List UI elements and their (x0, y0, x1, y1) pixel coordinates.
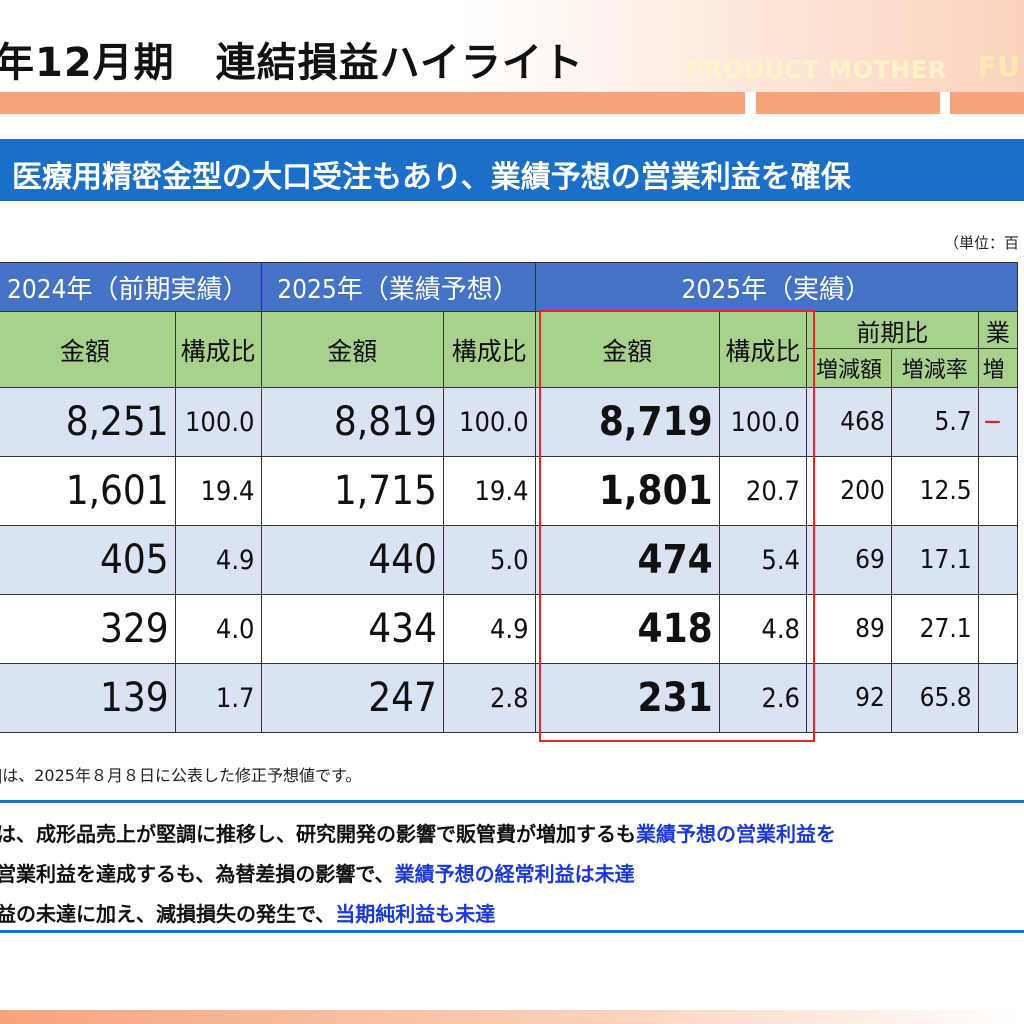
cell-actual-amount: 418 (534, 594, 720, 664)
actual-highlight-box (539, 310, 815, 742)
divider-top (0, 800, 1024, 803)
cell-forecast-change (977, 663, 1019, 733)
col-ratio-actual: 構成比 (718, 311, 808, 388)
cell-forecast-amount: 440 (260, 525, 444, 595)
cell-actual-ratio: 100.0 (718, 387, 808, 457)
summary-line-1: は、成形品売上が堅調に推移し、研究開発の影響で販管費が増加するも業績予想の営業利… (0, 818, 836, 847)
cell-change-amount: 200 (806, 456, 892, 526)
period-header-row: 2024年（前期実績） 2025年（業績予想） 2025年（実績） (0, 262, 1019, 312)
cell-change-amount: 69 (806, 525, 892, 595)
cell-forecast-amount: 8,819 (260, 387, 444, 457)
cell-actual-amount: 1,801 (534, 456, 720, 526)
cell-prev-amount: 8,251 (0, 387, 176, 457)
cell-forecast-change (977, 525, 1019, 595)
brand-tagline-cut: FU (978, 50, 1020, 83)
cell-forecast-change (977, 594, 1019, 664)
cell-forecast-amount: 434 (260, 594, 444, 664)
cell-forecast-change (977, 456, 1019, 526)
cell-prev-ratio: 19.4 (174, 456, 262, 526)
col-ratio-prev: 構成比 (174, 311, 262, 388)
summary-text: 益の未達に加え、減損損失の発生で、 (0, 902, 336, 926)
summary-line-2: 営業利益を達成するも、為替差損の影響で、業績予想の経常利益は未達 (0, 858, 635, 887)
cell-prev-ratio: 4.9 (174, 525, 262, 595)
cell-forecast-ratio: 4.9 (442, 594, 536, 664)
cell-prev-ratio: 4.0 (174, 594, 262, 664)
col-amount-prev: 金額 (0, 311, 176, 388)
cell-prev-amount: 405 (0, 525, 176, 595)
cell-prev-amount: 329 (0, 594, 176, 664)
sub-header-row: 金額 構成比 金額 構成比 金額 構成比 前期比 業 (0, 311, 1019, 388)
headline-banner (0, 139, 1024, 201)
cell-change-rate: 12.5 (890, 456, 979, 526)
cell-forecast-ratio: 100.0 (442, 387, 536, 457)
cell-actual-amount: 474 (534, 525, 720, 595)
cell-actual-ratio: 2.6 (718, 663, 808, 733)
footer-accent-strip (0, 1010, 1024, 1024)
cell-change-rate: 27.1 (890, 594, 979, 664)
cell-actual-ratio: 20.7 (718, 456, 808, 526)
col-forecast-change: 増 (977, 348, 1019, 388)
divider-bottom (0, 930, 1024, 933)
financial-table: 2024年（前期実績） 2025年（業績予想） 2025年（実績） 金額 構成比… (0, 262, 1019, 733)
summary-highlight: 当期純利益も未達 (335, 902, 496, 926)
table-row: 1,601 19.4 1,715 19.4 1,801 20.7 200 12.… (0, 456, 1019, 526)
col-amount-actual: 金額 (534, 311, 720, 388)
summary-line-3: 益の未達に加え、減損損失の発生で、当期純利益も未達 (0, 898, 495, 927)
cell-prev-ratio: 1.7 (174, 663, 262, 733)
cell-actual-amount: 231 (534, 663, 720, 733)
cell-change-amount: 89 (806, 594, 892, 664)
unit-label: （単位：百 (944, 234, 1020, 252)
cell-change-rate: 65.8 (890, 663, 979, 733)
cell-change-amount: 92 (806, 663, 892, 733)
table-row: 139 1.7 247 2.8 231 2.6 92 65.8 (0, 663, 1019, 733)
summary-text: 営業利益を達成するも、為替差損の影響で、 (0, 862, 395, 886)
brand-tagline: PRODUCT MOTHER (686, 56, 947, 84)
period-header-forecast: 2025年（業績予想） (260, 262, 536, 312)
cell-prev-amount: 1,601 (0, 456, 176, 526)
headline-text: 医療用精密金型の大口受注もあり、業績予想の営業利益を確保 (12, 160, 851, 195)
cell-forecast-ratio: 2.8 (442, 663, 536, 733)
cell-forecast-ratio: 19.4 (442, 456, 536, 526)
header-orange-bar (0, 92, 745, 114)
col-ratio-forecast: 構成比 (442, 311, 536, 388)
period-header-prev: 2024年（前期実績） (0, 262, 262, 312)
header-orange-bar (756, 92, 940, 114)
cell-actual-ratio: 5.4 (718, 525, 808, 595)
cell-forecast-amount: 247 (260, 663, 444, 733)
summary-text: は、成形品売上が堅調に推移し、研究開発の影響で販管費が増加するも (0, 822, 636, 846)
cell-change-rate: 17.1 (890, 525, 979, 595)
col-change-rate: 増減率 (890, 348, 979, 388)
cell-change-rate: 5.7 (890, 387, 979, 457)
col-group-forecast-cmp: 業 (977, 311, 1019, 349)
header-background (0, 0, 1024, 92)
table-row: 329 4.0 434 4.9 418 4.8 89 27.1 (0, 594, 1019, 664)
cell-prev-amount: 139 (0, 663, 176, 733)
page-title: 年12月期 連結損益ハイライト (0, 40, 584, 86)
period-header-actual: 2025年（実績） (534, 262, 1019, 312)
summary-highlight: 業績予想の営業利益を (636, 822, 836, 846)
col-change-amount: 増減額 (806, 348, 892, 388)
cell-forecast-ratio: 5.0 (442, 525, 536, 595)
table-row: 405 4.9 440 5.0 474 5.4 69 17.1 (0, 525, 1019, 595)
footnote: ]は、2025年８月８日に公表した修正予想値です。 (0, 766, 362, 785)
table-row: 8,251 100.0 8,819 100.0 8,719 100.0 468 … (0, 387, 1019, 457)
cell-forecast-amount: 1,715 (260, 456, 444, 526)
cell-forecast-change: − (977, 387, 1019, 457)
col-amount-forecast: 金額 (260, 311, 444, 388)
col-group-yoy: 前期比 (806, 311, 979, 349)
cell-change-amount: 468 (806, 387, 892, 457)
summary-highlight: 業績予想の経常利益は未達 (394, 862, 635, 886)
cell-prev-ratio: 100.0 (174, 387, 262, 457)
header-orange-bar (950, 92, 1024, 114)
